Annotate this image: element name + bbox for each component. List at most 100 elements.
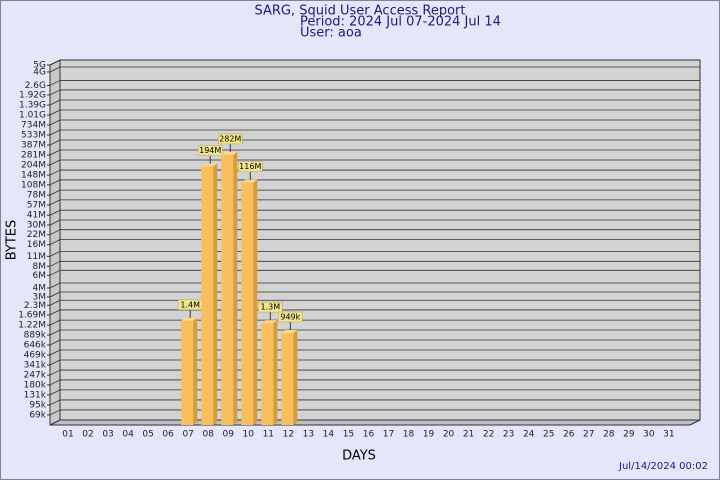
x-tick-label: 20 (443, 430, 455, 440)
x-tick-label: 11 (263, 430, 274, 440)
x-tick-label: 13 (303, 430, 314, 440)
x-tick-label: 01 (62, 430, 73, 440)
grid-line (49, 169, 61, 176)
bar (241, 182, 254, 425)
bar (181, 320, 194, 425)
grid-line (49, 319, 61, 326)
x-tick-label: 02 (82, 430, 93, 440)
value-label: 1.4M (180, 300, 200, 309)
x-tick-label: 19 (423, 430, 435, 440)
x-tick-label: 04 (122, 430, 134, 440)
x-tick-label: 27 (583, 430, 594, 440)
y-tick-label: 1.92G (19, 90, 46, 100)
bar-side (253, 179, 258, 425)
grid-line (49, 260, 61, 267)
bar-top (261, 320, 278, 324)
grid-line (49, 89, 61, 96)
y-tick-label: 78M (27, 191, 46, 201)
chart-subtitle: Period: 2024 Jul 07-2024 Jul 14 (300, 15, 501, 30)
bar-top (241, 179, 258, 183)
y-tick-label: 2.6G (25, 81, 46, 91)
bar-side (293, 329, 298, 425)
y-tick-label: 533M (21, 131, 46, 141)
bar-side (273, 320, 278, 425)
bar (261, 323, 274, 425)
x-tick-label: 15 (343, 430, 354, 440)
x-tick-label: 09 (223, 430, 235, 440)
grid-line (49, 119, 61, 126)
grid-line (49, 389, 61, 396)
y-tick-label: 281M (21, 151, 46, 161)
chart-title: SARG, Squid User Access Report (255, 4, 466, 19)
y-tick-label: 469k (24, 351, 47, 361)
y-tick-label: 180k (24, 380, 47, 390)
y-tick-label: 889k (24, 331, 47, 341)
x-tick-label: 24 (523, 430, 535, 440)
y-tick-label: 204M (21, 161, 46, 171)
x-tick-label: 26 (563, 430, 575, 440)
bar-top (181, 317, 198, 321)
y-tick-label: 95k (29, 400, 46, 410)
y-tick-label: 1.39G (19, 101, 46, 111)
x-tick-label: 25 (543, 430, 554, 440)
grid-line (49, 129, 61, 136)
bar-top (281, 329, 298, 333)
footer: Jul/14/2024 00:02 (618, 461, 708, 472)
x-tick-label: 08 (202, 430, 214, 440)
bar (221, 154, 234, 425)
x-tick-label: 12 (283, 430, 294, 440)
y-axis-label: BYTES (5, 220, 20, 261)
bar-side (193, 317, 198, 425)
value-label: 949k (280, 312, 300, 321)
y-tick-label: 8M (33, 262, 47, 272)
grid-line (49, 199, 61, 206)
x-axis-label: DAYS (342, 449, 376, 464)
x-tick-label: 22 (483, 430, 494, 440)
y-tick-label: 4G (33, 67, 46, 77)
y-tick-label: 5G (33, 61, 46, 71)
grid-line (49, 179, 61, 186)
x-tick-label: 21 (463, 430, 474, 440)
grid-line (49, 349, 61, 356)
y-tick-label: 1.01G (19, 111, 46, 121)
bar-top (221, 151, 238, 155)
grid-line (49, 239, 61, 245)
grid-line (49, 339, 61, 346)
bar-top (201, 163, 218, 167)
value-label: 1.3M (260, 303, 280, 312)
y-tick-label: 3M (33, 292, 47, 302)
bar (201, 166, 214, 425)
y-tick-label: 131k (24, 390, 47, 400)
grid-line (49, 299, 61, 306)
y-tick-label: 341k (24, 360, 47, 370)
grid-line (49, 359, 61, 366)
grid-line (49, 219, 61, 226)
y-tick-label: 2.3M (24, 301, 46, 311)
y-tick-label: 11M (27, 252, 46, 262)
grid-line (49, 409, 61, 416)
bar-side (233, 151, 238, 425)
grid-line (49, 399, 61, 406)
grid-line (49, 149, 61, 156)
x-tick-label: 14 (323, 430, 335, 440)
grid-line (49, 99, 61, 106)
y-tick-label: 16M (27, 240, 46, 250)
grid-line (49, 80, 61, 86)
value-label-box (197, 145, 223, 156)
y-tick-label: 22M (27, 230, 46, 240)
y-tick-label: 4M (33, 283, 47, 293)
y-tick-label: 1.22M (18, 321, 46, 331)
value-label-box (258, 301, 283, 313)
x-tick-label: 17 (383, 430, 394, 440)
grid-line (49, 109, 61, 116)
x-tick-label: 23 (503, 430, 514, 440)
x-tick-label: 06 (162, 430, 174, 440)
grid-line (49, 379, 61, 386)
x-tick-label: 07 (182, 430, 193, 440)
value-label-box (278, 311, 303, 323)
x-tick-label: 28 (603, 430, 615, 440)
y-tick-label: 646k (24, 340, 47, 350)
x-tick-label: 18 (403, 430, 415, 440)
value-label-box (238, 161, 263, 172)
plot-floor (49, 419, 701, 426)
